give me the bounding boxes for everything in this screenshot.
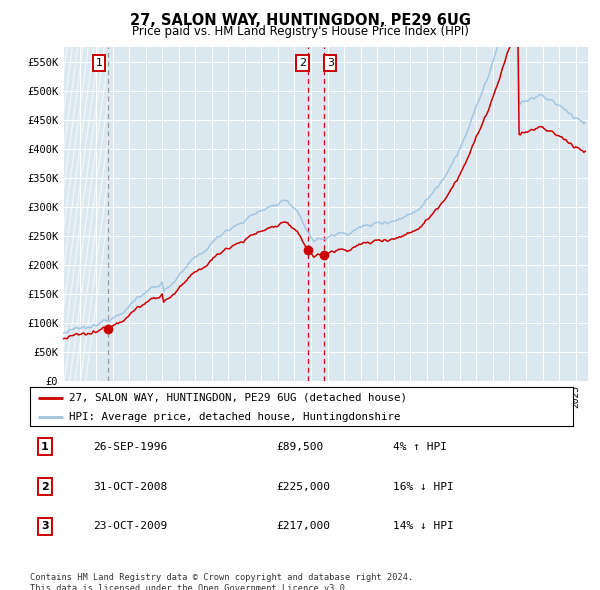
Text: £89,500: £89,500 (276, 442, 323, 451)
Text: 2: 2 (41, 482, 49, 491)
Text: HPI: Average price, detached house, Huntingdonshire: HPI: Average price, detached house, Hunt… (69, 412, 401, 422)
Text: 26-SEP-1996: 26-SEP-1996 (93, 442, 167, 451)
Text: 27, SALON WAY, HUNTINGDON, PE29 6UG (detached house): 27, SALON WAY, HUNTINGDON, PE29 6UG (det… (69, 392, 407, 402)
Text: 3: 3 (41, 522, 49, 531)
Text: 1: 1 (41, 442, 49, 451)
Text: £225,000: £225,000 (276, 482, 330, 491)
Text: Price paid vs. HM Land Registry's House Price Index (HPI): Price paid vs. HM Land Registry's House … (131, 25, 469, 38)
Bar (63, 47, 109, 381)
Text: Contains HM Land Registry data © Crown copyright and database right 2024.
This d: Contains HM Land Registry data © Crown c… (30, 573, 413, 590)
Text: 23-OCT-2009: 23-OCT-2009 (93, 522, 167, 531)
Text: 3: 3 (327, 58, 334, 68)
Text: 31-OCT-2008: 31-OCT-2008 (93, 482, 167, 491)
Text: 1: 1 (96, 58, 103, 68)
Text: £217,000: £217,000 (276, 522, 330, 531)
Text: 14% ↓ HPI: 14% ↓ HPI (393, 522, 454, 531)
Text: 2: 2 (299, 58, 306, 68)
Text: 4% ↑ HPI: 4% ↑ HPI (393, 442, 447, 451)
Text: 27, SALON WAY, HUNTINGDON, PE29 6UG: 27, SALON WAY, HUNTINGDON, PE29 6UG (130, 13, 470, 28)
Text: 16% ↓ HPI: 16% ↓ HPI (393, 482, 454, 491)
